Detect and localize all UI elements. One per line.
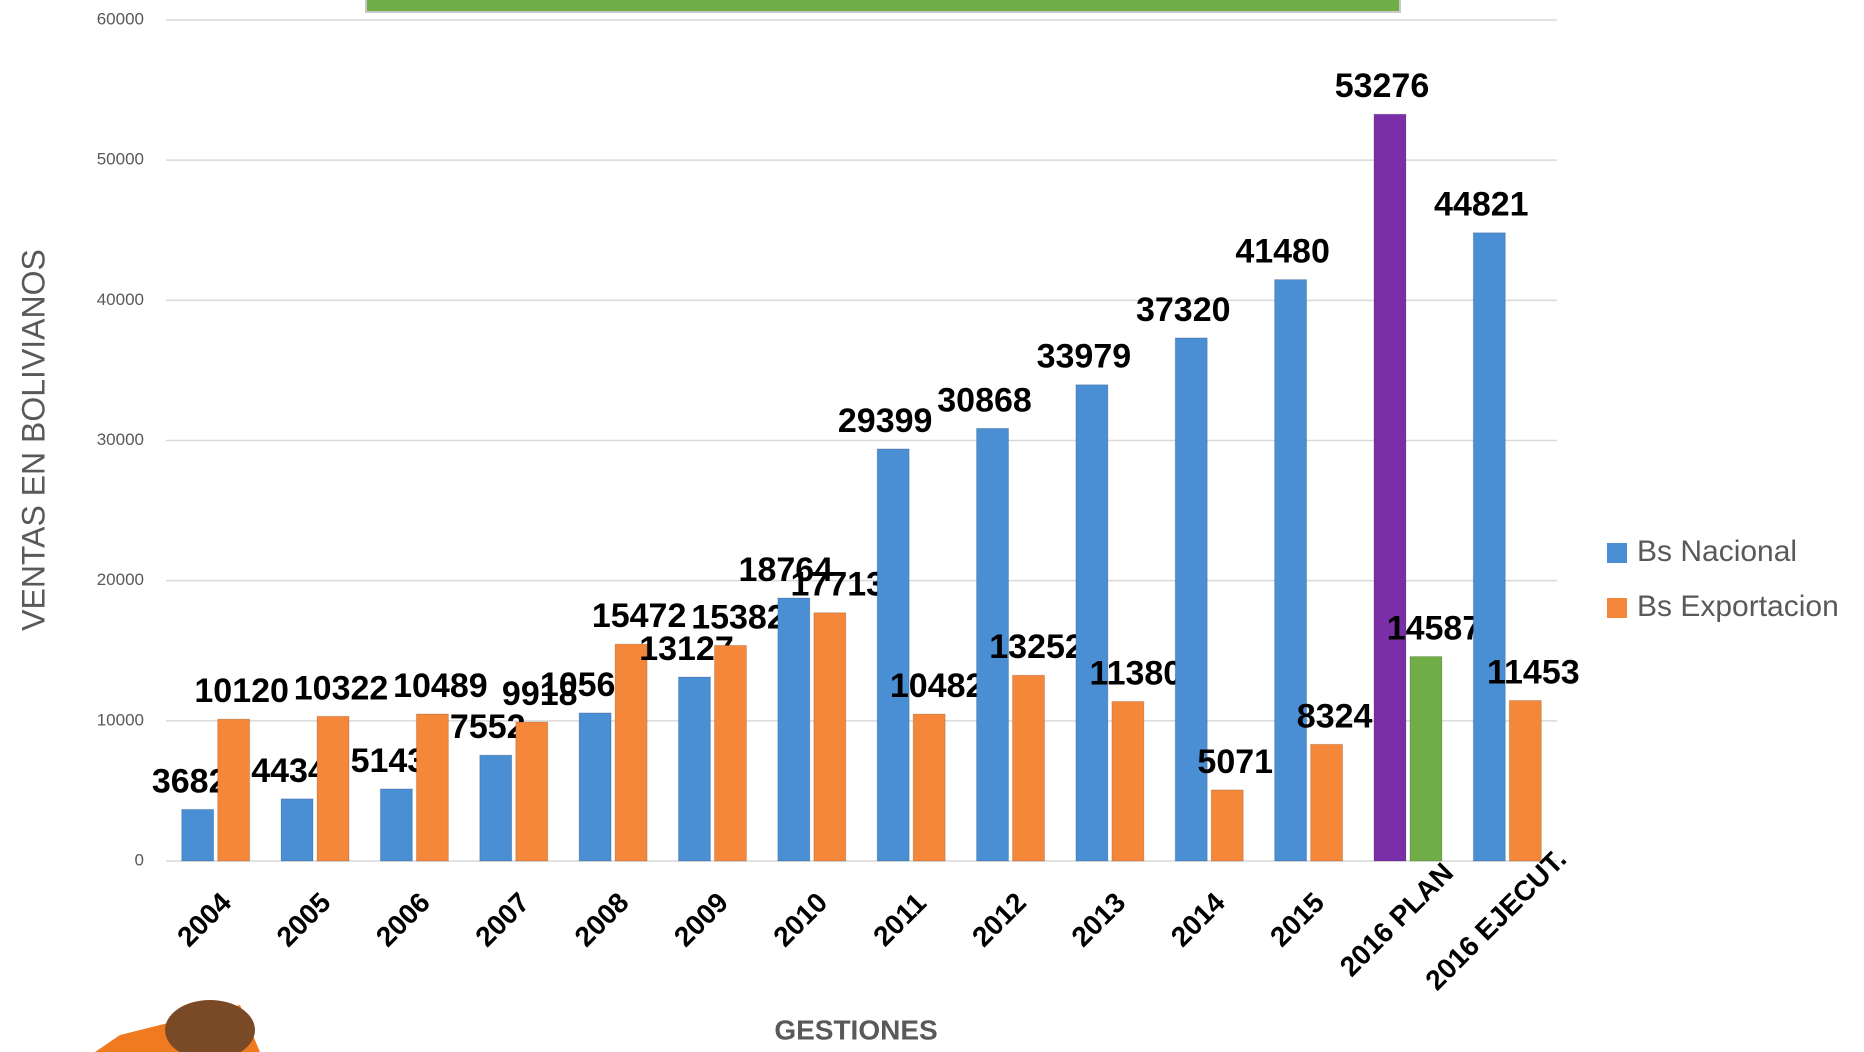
bar <box>1311 744 1343 861</box>
bar <box>615 644 647 861</box>
value-label: 30868 <box>937 381 1032 419</box>
bar <box>579 713 611 861</box>
value-label: 11453 <box>1487 653 1580 691</box>
logo <box>95 1000 260 1052</box>
bar <box>913 714 945 861</box>
bar <box>778 598 810 861</box>
bar <box>1211 790 1243 861</box>
bar <box>1013 675 1045 861</box>
bar <box>182 809 214 861</box>
value-label: 10489 <box>393 667 488 705</box>
value-label: 3682 <box>152 762 228 800</box>
y-tick-label: 30000 <box>97 430 144 449</box>
x-tick-label: 2011 <box>867 887 932 952</box>
value-label: 33979 <box>1037 338 1132 376</box>
y-axis-title: VENTAS EN BOLIVIANOS <box>15 249 51 631</box>
bar <box>480 755 512 861</box>
value-label: 29399 <box>838 402 933 440</box>
bar <box>1509 700 1541 861</box>
x-tick-label: 2009 <box>668 887 734 953</box>
banner <box>366 0 1400 12</box>
value-label: 5071 <box>1197 743 1273 781</box>
value-label: 10322 <box>294 669 389 707</box>
bar <box>678 677 710 861</box>
value-label: 15382 <box>691 598 786 636</box>
legend-swatch <box>1607 598 1627 618</box>
y-tick-label: 40000 <box>97 290 144 309</box>
chart: VENTAS EN BOLIVIANOS GESTIONES 0 10000 200… <box>0 0 1864 1052</box>
bar <box>1374 114 1406 861</box>
value-label: 53276 <box>1335 67 1430 105</box>
value-label: 11380 <box>1090 654 1183 692</box>
value-label: 10120 <box>194 672 289 710</box>
value-label: 14587 <box>1387 610 1482 648</box>
bar <box>814 613 846 861</box>
x-tick-label: 2007 <box>469 887 535 953</box>
bar <box>416 714 448 861</box>
bar <box>1473 233 1505 861</box>
bar <box>281 799 313 861</box>
value-label: 44821 <box>1434 186 1529 224</box>
bar <box>1410 657 1442 861</box>
bar <box>1275 280 1307 861</box>
x-axis-title: GESTIONES <box>774 1014 937 1045</box>
value-label: 7552 <box>450 708 526 746</box>
bar <box>1112 701 1144 861</box>
x-tick-label: 2008 <box>569 887 635 953</box>
y-tick-label: 0 <box>135 850 144 869</box>
value-label: 37320 <box>1136 291 1231 329</box>
value-label: 13252 <box>989 628 1084 666</box>
bar <box>317 716 349 861</box>
bar <box>877 449 909 861</box>
value-label: 41480 <box>1235 233 1330 271</box>
x-tick-label: 2006 <box>370 887 436 953</box>
legend-swatch <box>1607 543 1627 563</box>
bar <box>714 645 746 861</box>
value-label: 8324 <box>1297 697 1373 735</box>
value-label: 4434 <box>251 752 327 790</box>
value-label: 10482 <box>890 667 985 705</box>
x-tick-label: 2004 <box>171 886 237 952</box>
y-tick-label: 50000 <box>97 150 144 169</box>
value-label: 5143 <box>351 742 427 780</box>
y-tick-label: 60000 <box>97 9 144 28</box>
bar <box>516 722 548 861</box>
bar <box>1175 338 1207 861</box>
legend-label: Bs Exportacion <box>1637 590 1839 623</box>
y-tick-label: 10000 <box>97 710 144 729</box>
bar <box>380 789 412 861</box>
x-tick-label: 2010 <box>767 887 833 953</box>
x-tick-label: 2013 <box>1065 887 1131 953</box>
value-label: 17713 <box>791 566 886 604</box>
bar <box>1076 385 1108 861</box>
x-tick-label: 2012 <box>966 887 1032 953</box>
bar <box>218 719 250 861</box>
x-tick-label: 2005 <box>271 887 337 953</box>
x-tick-label: 2015 <box>1264 887 1330 953</box>
x-tick-label: 2014 <box>1165 886 1231 952</box>
legend-label: Bs Nacional <box>1637 535 1797 568</box>
y-tick-label: 20000 <box>97 570 144 589</box>
